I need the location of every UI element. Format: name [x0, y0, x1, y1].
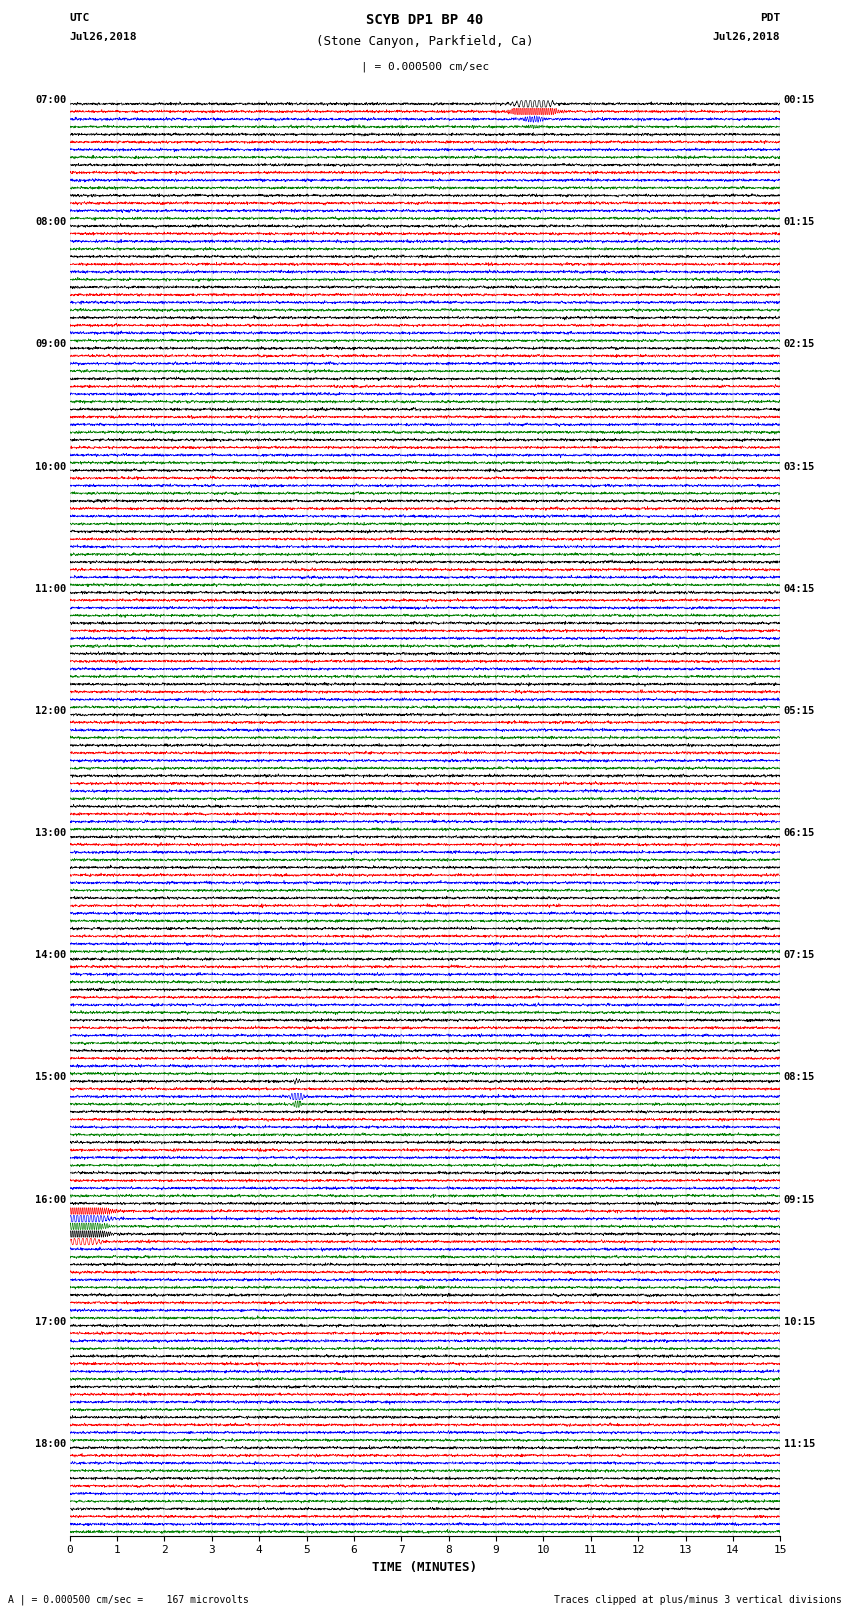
Text: 10:00: 10:00 — [35, 461, 66, 471]
Text: 04:15: 04:15 — [784, 584, 815, 594]
Text: 16:00: 16:00 — [35, 1195, 66, 1205]
Text: 02:15: 02:15 — [784, 339, 815, 350]
Text: PDT: PDT — [760, 13, 780, 23]
Text: 12:00: 12:00 — [35, 706, 66, 716]
Text: 06:15: 06:15 — [784, 827, 815, 839]
Text: | = 0.000500 cm/sec: | = 0.000500 cm/sec — [361, 61, 489, 73]
Text: 05:15: 05:15 — [784, 706, 815, 716]
Text: (Stone Canyon, Parkfield, Ca): (Stone Canyon, Parkfield, Ca) — [316, 35, 534, 48]
Text: 07:00: 07:00 — [35, 95, 66, 105]
Text: 03:15: 03:15 — [784, 461, 815, 471]
Text: 08:15: 08:15 — [784, 1073, 815, 1082]
Text: 13:00: 13:00 — [35, 827, 66, 839]
Text: 14:00: 14:00 — [35, 950, 66, 960]
Text: Traces clipped at plus/minus 3 vertical divisions: Traces clipped at plus/minus 3 vertical … — [553, 1595, 842, 1605]
Text: 09:15: 09:15 — [784, 1195, 815, 1205]
Text: 10:15: 10:15 — [784, 1316, 815, 1327]
Text: UTC: UTC — [70, 13, 90, 23]
Text: Jul26,2018: Jul26,2018 — [70, 32, 137, 42]
Text: SCYB DP1 BP 40: SCYB DP1 BP 40 — [366, 13, 484, 27]
Text: 15:00: 15:00 — [35, 1073, 66, 1082]
Text: 09:00: 09:00 — [35, 339, 66, 350]
Text: 00:15: 00:15 — [784, 95, 815, 105]
Text: 01:15: 01:15 — [784, 218, 815, 227]
Text: A | = 0.000500 cm/sec =    167 microvolts: A | = 0.000500 cm/sec = 167 microvolts — [8, 1594, 249, 1605]
X-axis label: TIME (MINUTES): TIME (MINUTES) — [372, 1561, 478, 1574]
Text: 18:00: 18:00 — [35, 1439, 66, 1448]
Text: 11:00: 11:00 — [35, 584, 66, 594]
Text: Jul26,2018: Jul26,2018 — [713, 32, 780, 42]
Text: 11:15: 11:15 — [784, 1439, 815, 1448]
Text: 07:15: 07:15 — [784, 950, 815, 960]
Text: 08:00: 08:00 — [35, 218, 66, 227]
Text: 17:00: 17:00 — [35, 1316, 66, 1327]
